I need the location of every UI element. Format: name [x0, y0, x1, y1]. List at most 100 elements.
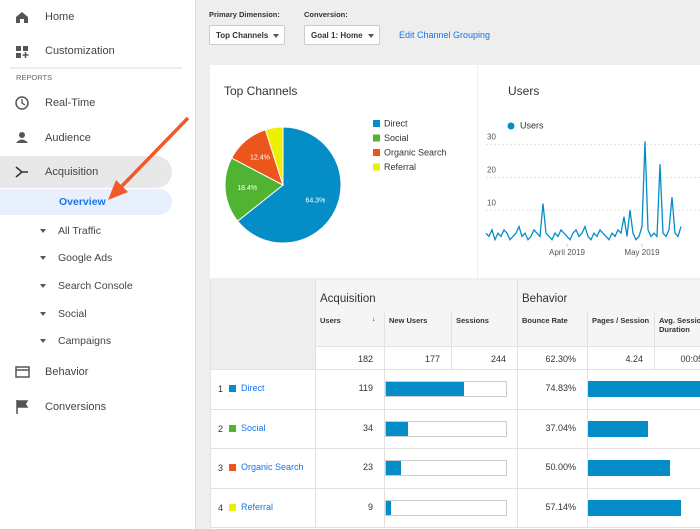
nav-item[interactable]: Conversions [45, 401, 107, 413]
active-section-bg [0, 156, 172, 188]
legend-swatch [373, 163, 380, 171]
bar [386, 421, 408, 436]
slice-label: 64.3% [305, 197, 325, 204]
custom-icon [16, 46, 21, 51]
pie-slice [264, 126, 284, 186]
expand-icon [40, 229, 46, 233]
nav-subitem[interactable]: All Traffic [58, 225, 101, 237]
clock-icon [15, 96, 29, 110]
custom-icon [16, 53, 21, 58]
row-rank: 4 [218, 502, 224, 513]
new-users-cell [384, 370, 517, 410]
bar [588, 381, 700, 397]
column-header[interactable]: Bounce Rate [517, 312, 587, 347]
clock-icon [21, 99, 26, 106]
row-label: 3 Organic Search [210, 449, 315, 489]
row-rank: 2 [218, 423, 224, 434]
total-value: 244 [451, 347, 517, 370]
row-channel[interactable]: Social [241, 422, 266, 433]
callout-arrow-head [108, 180, 128, 200]
bar [386, 500, 392, 515]
row-channel[interactable]: Referral [241, 501, 274, 512]
legend-label: Direct [384, 118, 408, 128]
header-corner [210, 280, 315, 370]
bounce-cell [587, 488, 700, 528]
acquisition-icon [15, 166, 28, 178]
line-series [485, 141, 682, 242]
legend-label: Users [520, 120, 544, 130]
field-label: Primary Dimension: [209, 10, 280, 19]
x-tick-label: April 2019 [549, 248, 586, 257]
pie-slice [224, 157, 284, 222]
expand-icon [40, 339, 46, 343]
dropdown-value: Top Channels [216, 31, 269, 40]
row-label: 4 Referral [210, 488, 315, 528]
custom-icon [23, 46, 28, 51]
dropdown[interactable]: Top Channels [209, 25, 285, 45]
chart-title: Top Channels [224, 84, 297, 98]
row-swatch [229, 424, 236, 432]
column-header[interactable]: New Users [384, 312, 451, 347]
nav-item[interactable]: Acquisition [45, 166, 99, 178]
column-header[interactable]: Users [315, 312, 384, 347]
legend-label: Referral [384, 162, 416, 172]
bar [588, 420, 649, 437]
bar-track [385, 381, 507, 397]
nav-subitem[interactable]: Overview [59, 196, 106, 208]
field-label: Conversion: [304, 10, 348, 19]
edit-link[interactable]: Edit Channel Grouping [399, 30, 491, 40]
bar-track [385, 460, 507, 476]
person-icon [16, 139, 28, 143]
y-tick-label: 10 [487, 198, 496, 207]
row-swatch [229, 385, 236, 392]
bounce-cell [587, 449, 700, 489]
row-channel[interactable]: Direct [241, 383, 265, 393]
nav-subitem[interactable]: Campaigns [58, 335, 112, 347]
dropdown[interactable]: Goal 1: Home [304, 25, 380, 45]
column-header[interactable]: Pages / Session [587, 312, 654, 347]
new-users-cell [384, 409, 517, 449]
nav-item[interactable]: Customization [45, 45, 115, 57]
slice-label: 12.4% [250, 154, 270, 161]
chart-title: Users [508, 84, 539, 98]
legend-label: Organic Search [384, 147, 447, 157]
row-channel[interactable]: Organic Search [241, 462, 304, 472]
legend-dot [507, 122, 515, 130]
bounce-cell [587, 409, 700, 449]
row-label: 1 Direct [210, 370, 315, 410]
bar [386, 382, 464, 396]
bounce-value: 37.04% [517, 409, 587, 449]
column-header[interactable]: Sessions [451, 312, 517, 347]
new-users-cell [384, 488, 517, 528]
bounce-value: 50.00% [517, 449, 587, 489]
nav-item[interactable]: Real-Time [45, 97, 96, 109]
group-header: Behavior [517, 280, 700, 312]
custom-icon [22, 52, 29, 58]
legend-swatch [373, 134, 380, 142]
sidebar: Home Customization REPORTS Real-Time Aud… [0, 0, 196, 529]
total-value: 62.30% [517, 347, 587, 370]
total-value: 182 [315, 347, 384, 370]
bar [588, 460, 670, 476]
nav-subitem[interactable]: Google Ads [58, 252, 113, 264]
legend-label: Social [384, 133, 409, 143]
row-rank: 3 [218, 463, 224, 473]
nav-item[interactable]: Behavior [45, 366, 89, 378]
dropdown-caret [273, 34, 279, 38]
total-value: 177 [384, 347, 451, 370]
legend-swatch [373, 149, 380, 156]
person-icon [19, 132, 25, 138]
bar-track [385, 420, 507, 437]
column-header[interactable]: Avg. Session Duration [654, 312, 700, 347]
callout-arrow [120, 116, 190, 188]
nav-subitem[interactable]: Social [58, 308, 87, 320]
nav-subitem[interactable]: Search Console [58, 280, 133, 292]
row-swatch [229, 464, 236, 471]
nav-item[interactable]: Home [45, 11, 75, 23]
nav-item[interactable]: Audience [45, 132, 91, 144]
bounce-cell [587, 370, 700, 410]
flag-icon [16, 400, 29, 414]
dropdown-caret [368, 34, 374, 38]
line-card: Users Users 10 20 30 April 2019 May 2019 [478, 65, 700, 278]
row-label: 2 Social [210, 409, 315, 449]
